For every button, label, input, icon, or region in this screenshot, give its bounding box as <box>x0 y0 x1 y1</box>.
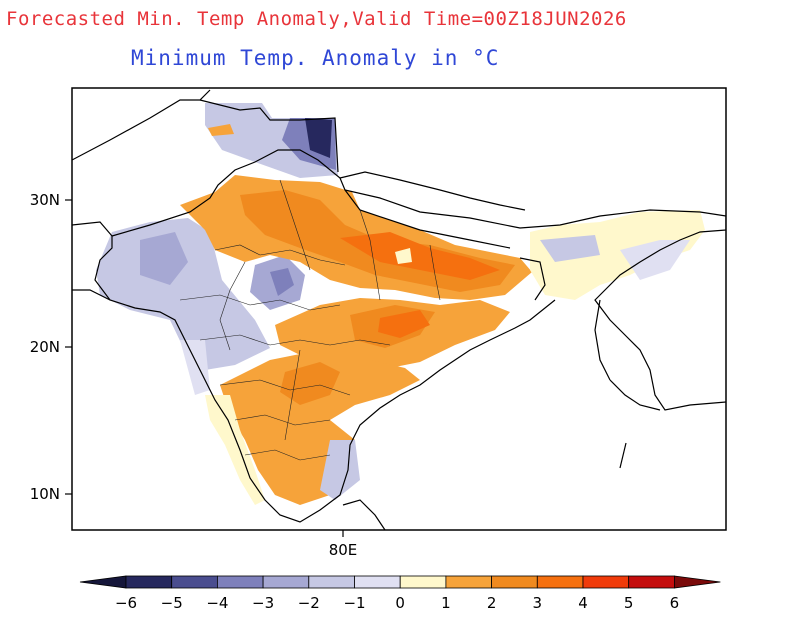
northern-white-break <box>395 248 412 264</box>
lat-tick-20n: 20N <box>30 338 60 356</box>
colorbar-swatch <box>536 575 584 589</box>
colorbar-label: 6 <box>670 594 680 612</box>
map-title: Forecasted Min. Temp Anomaly,Valid Time=… <box>6 8 627 30</box>
colorbar-label: 2 <box>487 594 497 612</box>
bay-of-bengal-coast <box>94 236 556 523</box>
map-frame <box>71 87 727 531</box>
lon-tick-80e: 80E <box>329 541 358 559</box>
arabian-sea-coast <box>72 289 111 301</box>
colorbar-label: 3 <box>533 594 543 612</box>
colorbar-swatch <box>216 575 264 589</box>
northern-hot-core <box>340 232 500 280</box>
state-borders <box>179 179 441 461</box>
colorbar-label: −3 <box>252 594 274 612</box>
colorbar-swatch <box>628 575 675 589</box>
deccan-warm-region <box>220 350 420 505</box>
himalaya-border <box>199 99 339 173</box>
india-outline <box>111 149 726 411</box>
central-hot-spot <box>378 310 430 338</box>
colorbar-swatch <box>308 575 355 589</box>
northwest-mild-zone <box>140 232 188 285</box>
colorbar-label: −6 <box>115 594 137 612</box>
andaman-islands <box>619 442 627 469</box>
kashmir-warm-spot <box>208 124 234 136</box>
southeast-asia-coast <box>609 379 661 411</box>
northeast-cool-patch <box>620 240 690 280</box>
bangladesh-border <box>519 257 546 301</box>
coastlines-and-borders <box>72 89 726 530</box>
nepal-border <box>344 189 511 249</box>
colorbar-swatch <box>445 575 492 589</box>
colorbar-label: −5 <box>161 594 183 612</box>
colorbar-label: −4 <box>206 594 228 612</box>
colorbar-label: −2 <box>298 594 320 612</box>
anomaly-field <box>96 103 705 505</box>
colorbar-swatch <box>262 575 310 589</box>
colorbar-low-arrow <box>79 575 127 589</box>
colorbar-label: 0 <box>395 594 405 612</box>
lat-tick-30n: 30N <box>30 191 60 209</box>
colorbar-swatch <box>491 575 538 589</box>
colorbar-swatch <box>354 575 401 589</box>
colorbar-swatch <box>171 575 218 589</box>
lat-tick-10n: 10N <box>30 485 60 503</box>
china-border <box>339 171 526 211</box>
colorbar-swatch <box>399 575 447 589</box>
northeast-mild-region <box>530 210 705 300</box>
colorbar-label: 4 <box>578 594 588 612</box>
colorbar-swatch <box>125 575 173 589</box>
west-coast-cool-patch <box>180 340 210 395</box>
map-subtitle: Minimum Temp. Anomaly in °C <box>131 46 500 70</box>
pakistan-border <box>72 89 211 161</box>
afghan-border <box>72 221 113 237</box>
axis-ticks <box>65 199 344 537</box>
northwest-cool-zone <box>96 218 270 370</box>
colorbar: −6 −5 −4 −3 −2 −1 0 1 2 3 4 5 6 <box>79 575 721 612</box>
northeast-cool-strip <box>540 235 600 262</box>
colorbar-high-arrow <box>674 575 721 589</box>
colorbar-label: 1 <box>441 594 451 612</box>
sri-lanka-coast <box>342 499 386 530</box>
colorbar-swatch <box>582 575 630 589</box>
central-cold-core <box>270 268 294 296</box>
kashmir-coldest <box>305 118 332 158</box>
myanmar-border <box>594 299 611 381</box>
colorbar-label: −1 <box>343 594 365 612</box>
deccan-warm-core <box>280 362 340 405</box>
colorbar-label: 5 <box>624 594 634 612</box>
